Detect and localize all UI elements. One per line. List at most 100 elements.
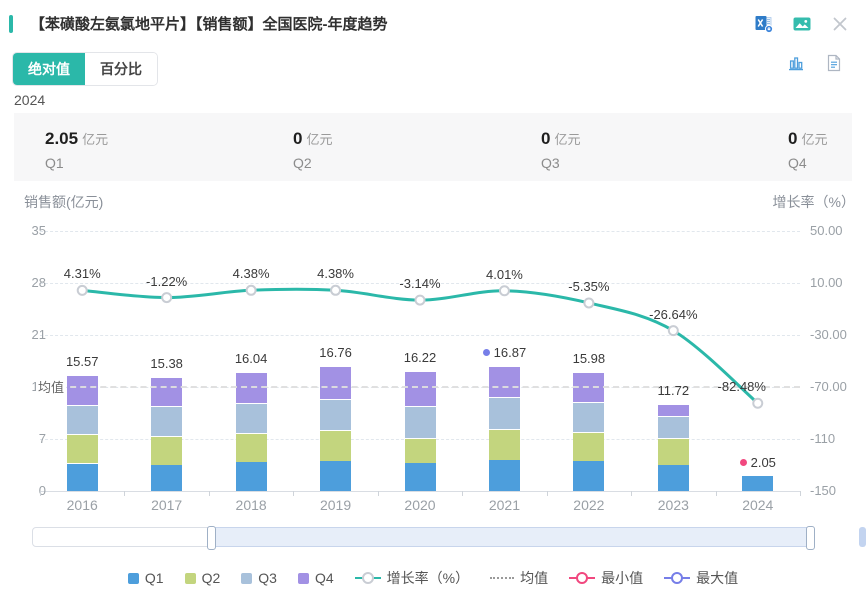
summary-item-q1: 2.05 亿元 Q1	[45, 129, 108, 171]
line-point-marker[interactable]	[245, 284, 257, 296]
growth-rate-label: 4.01%	[486, 266, 523, 282]
legend-swatch-icon	[184, 572, 196, 584]
legend-item-q4[interactable]: Q4	[297, 570, 334, 586]
data-zoom-right-handle[interactable]	[806, 526, 815, 550]
bar-segment-q1-2016[interactable]	[66, 463, 98, 491]
bar-segment-q4-2023[interactable]	[657, 403, 689, 417]
page-title: 【苯磺酸左氨氯地平片】【销售额】全国医院-年度趋势	[30, 16, 388, 33]
bar-segment-q4-2019[interactable]	[320, 366, 352, 399]
x-axis-year-label: 2020	[404, 497, 436, 513]
summary-value: 0	[541, 129, 551, 148]
right-axis-tick-label: -70.00	[810, 379, 847, 394]
tab-percentage[interactable]: 百分比	[85, 53, 157, 85]
summary-value: 0	[293, 129, 303, 148]
bar-total-label: 16.22	[403, 349, 437, 365]
legend-line-circle-icon	[569, 572, 596, 584]
bar-segment-q1-2022[interactable]	[573, 461, 605, 491]
image-export-button[interactable]	[792, 14, 812, 34]
bar-segment-q3-2023[interactable]	[657, 416, 689, 439]
line-point-marker[interactable]	[76, 284, 88, 296]
growth-rate-label: -82.48%	[717, 379, 766, 395]
legend-label: Q1	[144, 570, 164, 586]
summary-unit: 亿元	[82, 132, 109, 147]
bar-segment-q3-2017[interactable]	[151, 406, 183, 437]
report-view-button[interactable]	[824, 53, 844, 73]
value-mode-tabs: 绝对值 百分比	[12, 52, 158, 86]
bar-segment-q1-2020[interactable]	[404, 462, 436, 491]
bar-chart-type-button[interactable]	[786, 53, 806, 73]
bar-segment-q2-2018[interactable]	[235, 433, 267, 463]
summary-quarter-label: Q3	[541, 155, 560, 171]
legend-item-q2[interactable]: Q2	[184, 570, 221, 586]
legend-item-[interactable]: 增长率（%）	[354, 568, 469, 588]
growth-rate-line[interactable]	[0, 190, 866, 520]
summary-quarter-label: Q4	[788, 155, 807, 171]
bar-segment-q2-2016[interactable]	[66, 434, 98, 464]
bar-segment-q1-2017[interactable]	[151, 465, 183, 491]
legend: Q1 Q2 Q3 Q4 增长率（%） 均值 最小值 最大值	[0, 568, 866, 588]
left-axis-tick-label: 21	[31, 327, 46, 342]
x-axis-year-label: 2021	[488, 497, 521, 513]
legend-item-q1[interactable]: Q1	[127, 570, 164, 586]
data-zoom-left-handle[interactable]	[207, 526, 216, 550]
gridline	[40, 231, 800, 232]
line-point-marker[interactable]	[752, 397, 764, 409]
bar-segment-q2-2020[interactable]	[404, 437, 436, 463]
left-axis-tick-label: 28	[31, 275, 46, 290]
legend-label: 均值	[520, 570, 549, 586]
title-accent-bar	[9, 15, 13, 33]
bar-segment-q3-2019[interactable]	[320, 398, 352, 431]
line-point-marker[interactable]	[498, 285, 510, 297]
min-value-dot	[739, 458, 747, 466]
gridline	[40, 283, 800, 284]
bar-segment-q3-2022[interactable]	[573, 401, 605, 433]
excel-download-button[interactable]	[754, 14, 774, 34]
data-zoom-scrollbar[interactable]	[32, 526, 815, 550]
line-point-marker[interactable]	[583, 297, 595, 309]
x-axis-tick	[546, 491, 548, 496]
bar-segment-q1-2019[interactable]	[320, 461, 352, 491]
bar-segment-q2-2019[interactable]	[320, 430, 352, 462]
line-point-marker[interactable]	[414, 294, 426, 306]
bar-chart-icon	[789, 57, 803, 71]
growth-rate-label: -26.64%	[649, 306, 698, 322]
bar-total-label: 11.72	[657, 382, 690, 398]
bar-segment-q3-2020[interactable]	[404, 405, 436, 438]
legend-item-[interactable]: 均值	[490, 568, 548, 588]
bar-segment-q2-2023[interactable]	[657, 438, 689, 466]
x-axis-tick	[40, 491, 41, 496]
growth-rate-label: -3.14%	[399, 276, 441, 292]
bar-segment-q3-2018[interactable]	[235, 402, 267, 434]
bar-segment-q2-2017[interactable]	[151, 436, 183, 465]
x-axis-year-label: 2024	[742, 497, 774, 513]
line-point-marker[interactable]	[330, 284, 342, 296]
legend-item-q3[interactable]: Q3	[241, 570, 277, 586]
tab-absolute-value[interactable]: 绝对值	[13, 53, 85, 85]
page-scrollbar[interactable]	[859, 527, 866, 547]
bar-segment-q1-2023[interactable]	[657, 465, 689, 491]
legend-label: Q2	[201, 570, 221, 586]
data-zoom-selected-range[interactable]	[211, 527, 814, 547]
bar-segment-q2-2022[interactable]	[573, 432, 605, 462]
summary-item-q4: 0 亿元 Q4	[788, 129, 827, 171]
right-axis-tick-label: -30.00	[810, 327, 847, 342]
bar-segment-q1-2021[interactable]	[488, 460, 520, 491]
bar-segment-q4-2016[interactable]	[66, 375, 98, 405]
bar-segment-q2-2021[interactable]	[488, 428, 520, 461]
legend-item-[interactable]: 最大值	[664, 568, 738, 588]
line-point-marker[interactable]	[667, 325, 679, 337]
bar-segment-q3-2016[interactable]	[66, 404, 98, 435]
summary-value: 0	[788, 129, 798, 148]
mean-line	[40, 386, 800, 389]
legend-item-[interactable]: 最小值	[569, 568, 643, 588]
x-axis-tick	[800, 491, 801, 496]
line-point-marker[interactable]	[161, 292, 173, 304]
bar-total-label: 16.04	[234, 350, 268, 366]
growth-rate-label: -1.22%	[146, 273, 188, 289]
bar-segment-q1-2024[interactable]	[742, 475, 774, 491]
close-button[interactable]	[830, 14, 850, 34]
bar-segment-q4-2021[interactable]	[488, 365, 520, 398]
bar-segment-q4-2017[interactable]	[151, 376, 183, 407]
bar-segment-q3-2021[interactable]	[488, 397, 520, 429]
bar-segment-q1-2018[interactable]	[235, 462, 267, 491]
